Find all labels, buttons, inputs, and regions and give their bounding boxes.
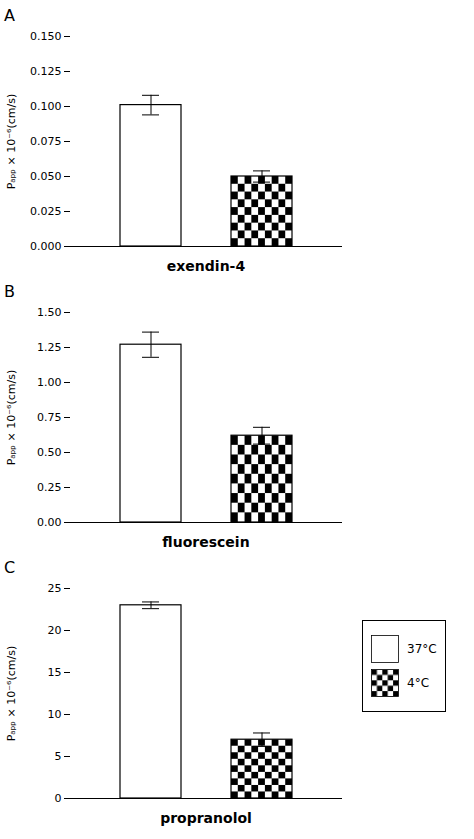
svg-text:1.00: 1.00 bbox=[37, 376, 62, 389]
svg-text:5: 5 bbox=[55, 750, 62, 763]
svg-text:1.50: 1.50 bbox=[37, 306, 62, 319]
svg-text:0.100: 0.100 bbox=[30, 100, 62, 113]
svg-text:0.00: 0.00 bbox=[37, 516, 62, 529]
html-text:A: A bbox=[4, 6, 15, 25]
svg-text:15: 15 bbox=[48, 666, 62, 679]
svg-text:0: 0 bbox=[55, 792, 62, 805]
html-text:C: C bbox=[4, 558, 16, 577]
svg-text:0.75: 0.75 bbox=[37, 411, 62, 424]
svg-text:Pₐₚₚ × 10⁻⁶(cm/s): Pₐₚₚ × 10⁻⁶(cm/s) bbox=[5, 370, 18, 466]
svg-text:0.025: 0.025 bbox=[30, 205, 62, 218]
html-text:B: B bbox=[4, 282, 15, 301]
svg-text:0.50: 0.50 bbox=[37, 446, 62, 459]
svg-text:0.125: 0.125 bbox=[30, 65, 62, 78]
html-text:4°C: 4°C bbox=[407, 676, 429, 690]
svg-text:0.050: 0.050 bbox=[30, 170, 62, 183]
svg-text:10: 10 bbox=[48, 708, 62, 721]
svg-text:1.25: 1.25 bbox=[37, 341, 62, 354]
svg-text:Pₐₚₚ × 10⁻⁶(cm/s): Pₐₚₚ × 10⁻⁶(cm/s) bbox=[5, 94, 18, 190]
svg-text:0.25: 0.25 bbox=[37, 481, 62, 494]
svg-text:0.075: 0.075 bbox=[30, 135, 62, 148]
html-text:37°C: 37°C bbox=[407, 642, 437, 656]
html-text:propranolol: propranolol bbox=[160, 810, 252, 826]
svg-text:0.150: 0.150 bbox=[30, 30, 62, 43]
svg-text:0.000: 0.000 bbox=[30, 240, 62, 253]
svg-text:Pₐₚₚ × 10⁻⁶(cm/s): Pₐₚₚ × 10⁻⁶(cm/s) bbox=[5, 646, 18, 742]
svg-text:20: 20 bbox=[48, 624, 62, 637]
html-text:fluorescein: fluorescein bbox=[162, 534, 250, 550]
svg-text:25: 25 bbox=[48, 582, 62, 595]
html-text:exendin-4: exendin-4 bbox=[166, 258, 246, 274]
